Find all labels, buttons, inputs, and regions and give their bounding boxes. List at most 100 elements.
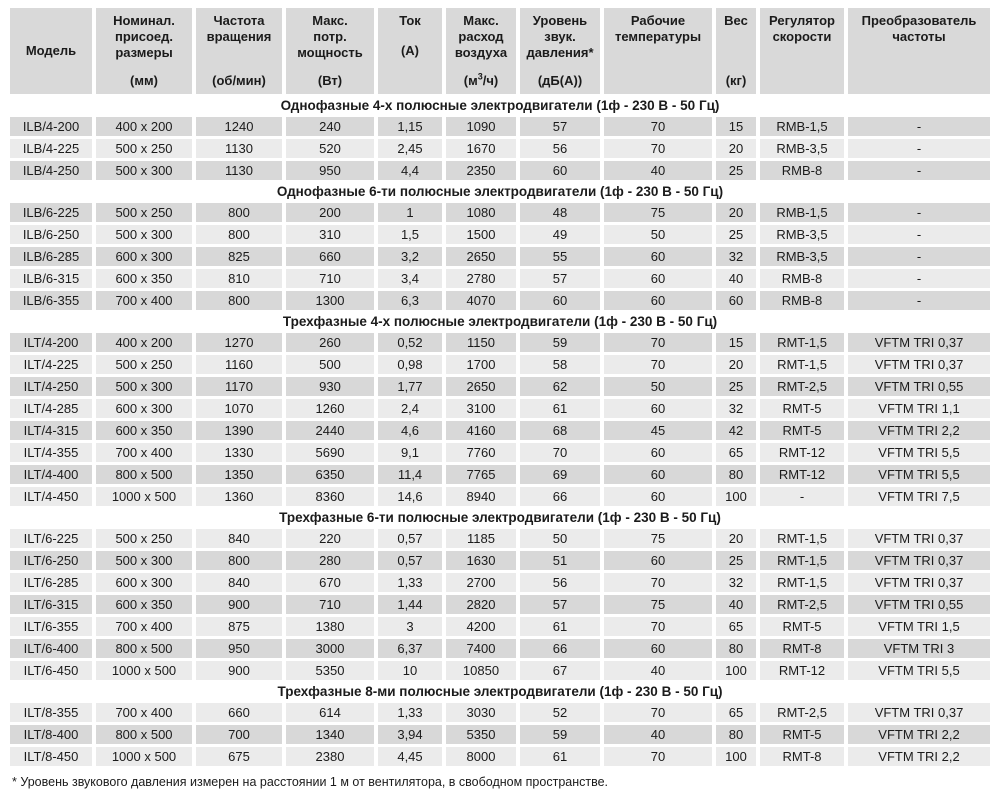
value-cell: 660 <box>286 247 374 266</box>
model-cell: ILB/6-250 <box>10 225 92 244</box>
table-row: ILT/8-355 700 x 400 660 614 1,33 3030 52 70 65 RM… <box>10 703 990 722</box>
value-cell: 1380 <box>286 617 374 636</box>
model-cell: ILB/4-225 <box>10 139 92 158</box>
value-cell: 3100 <box>446 399 516 418</box>
value-cell: 1350 <box>196 465 282 484</box>
value-cell: 60 <box>716 291 756 310</box>
value-cell: VFTM TRI 0,37 <box>848 355 990 374</box>
value-cell: 80 <box>716 639 756 658</box>
value-cell: 2780 <box>446 269 516 288</box>
value-cell: 66 <box>520 487 600 506</box>
table-row: ILT/6-400 800 x 500 950 3000 6,37 7400 66 60 80 R… <box>10 639 990 658</box>
value-cell: 700 x 400 <box>96 291 192 310</box>
value-cell: - <box>848 117 990 136</box>
table-row: ILB/6-225 500 x 250 800 200 1 1080 48 75 20 RMB-1… <box>10 203 990 222</box>
value-cell: 950 <box>196 639 282 658</box>
value-cell: 2440 <box>286 421 374 440</box>
value-cell: 7400 <box>446 639 516 658</box>
table-header-row: Модель Номинал. присоед. размеры (мм) Ча… <box>10 8 990 94</box>
col-header-max-power: Макс. потр. мощность (Вт) <box>286 8 374 94</box>
value-cell: RMT-1,5 <box>760 355 844 374</box>
value-cell: 61 <box>520 399 600 418</box>
value-cell: 25 <box>716 377 756 396</box>
value-cell: 1080 <box>446 203 516 222</box>
value-cell: RMB-3,5 <box>760 225 844 244</box>
value-cell: 6350 <box>286 465 374 484</box>
value-cell: VFTM TRI 0,55 <box>848 595 990 614</box>
table-row: ILT/8-400 800 x 500 700 1340 3,94 5350 59 40 80 R… <box>10 725 990 744</box>
value-cell: 48 <box>520 203 600 222</box>
value-cell: 70 <box>604 747 712 766</box>
value-cell: RMT-12 <box>760 443 844 462</box>
value-cell: 0,57 <box>378 551 442 570</box>
value-cell: 500 x 250 <box>96 139 192 158</box>
value-cell: 500 x 250 <box>96 203 192 222</box>
value-cell: 1630 <box>446 551 516 570</box>
value-cell: RMB-1,5 <box>760 203 844 222</box>
model-cell: ILB/6-315 <box>10 269 92 288</box>
section-title-row: Однофазные 4-х полюсные электродвигатели… <box>10 97 990 114</box>
value-cell: 42 <box>716 421 756 440</box>
value-cell: 0,52 <box>378 333 442 352</box>
value-cell: 20 <box>716 355 756 374</box>
value-cell: 8000 <box>446 747 516 766</box>
model-cell: ILT/8-400 <box>10 725 92 744</box>
model-cell: ILT/6-285 <box>10 573 92 592</box>
value-cell: 60 <box>604 639 712 658</box>
value-cell: 1270 <box>196 333 282 352</box>
value-cell: 500 x 300 <box>96 225 192 244</box>
value-cell: 1300 <box>286 291 374 310</box>
table-row: ILT/6-450 1000 x 500 900 5350 10 10850 67 40 100… <box>10 661 990 680</box>
value-cell: 1340 <box>286 725 374 744</box>
col-header-weight: Вес (кг) <box>716 8 756 94</box>
col-header-speed-controller: Регулятор скорости <box>760 8 844 94</box>
value-cell: 500 <box>286 355 374 374</box>
value-cell: 8360 <box>286 487 374 506</box>
value-cell: 0,57 <box>378 529 442 548</box>
table-row: ILT/6-225 500 x 250 840 220 0,57 1185 50 75 20 RM… <box>10 529 990 548</box>
col-header-nominal-dimensions: Номинал. присоед. размеры (мм) <box>96 8 192 94</box>
value-cell: RMT-12 <box>760 661 844 680</box>
value-cell: 100 <box>716 747 756 766</box>
value-cell: 4160 <box>446 421 516 440</box>
value-cell: 200 <box>286 203 374 222</box>
table-row: ILT/4-200 400 x 200 1270 260 0,52 1150 59 70 15 R… <box>10 333 990 352</box>
value-cell: 59 <box>520 333 600 352</box>
model-cell: ILT/8-355 <box>10 703 92 722</box>
value-cell: VFTM TRI 0,37 <box>848 573 990 592</box>
value-cell: 45 <box>604 421 712 440</box>
value-cell: 4200 <box>446 617 516 636</box>
value-cell: 40 <box>604 725 712 744</box>
section-title-row: Однофазные 6-ти полюсные электродвигател… <box>10 183 990 200</box>
value-cell: 1500 <box>446 225 516 244</box>
model-cell: ILT/4-225 <box>10 355 92 374</box>
value-cell: - <box>848 269 990 288</box>
value-cell: RMT-5 <box>760 421 844 440</box>
table-row: ILT/6-285 600 x 300 840 670 1,33 2700 56 70 32 RM… <box>10 573 990 592</box>
value-cell: 1150 <box>446 333 516 352</box>
col-header-label: Номинал. присоед. размеры <box>113 13 175 60</box>
value-cell: 500 x 300 <box>96 377 192 396</box>
model-cell: ILT/4-200 <box>10 333 92 352</box>
value-cell: 875 <box>196 617 282 636</box>
value-cell: 2820 <box>446 595 516 614</box>
spec-table-body: Однофазные 4-х полюсные электродвигатели… <box>10 97 990 766</box>
value-cell: 710 <box>286 269 374 288</box>
value-cell: 7765 <box>446 465 516 484</box>
value-cell: 66 <box>520 639 600 658</box>
value-cell: 1390 <box>196 421 282 440</box>
value-cell: 2,45 <box>378 139 442 158</box>
value-cell: 60 <box>604 551 712 570</box>
value-cell: 60 <box>604 269 712 288</box>
col-header-label: Частота вращения <box>206 13 272 44</box>
value-cell: 80 <box>716 725 756 744</box>
value-cell: 840 <box>196 573 282 592</box>
value-cell: 1,33 <box>378 573 442 592</box>
value-cell: 400 x 200 <box>96 333 192 352</box>
value-cell: 5690 <box>286 443 374 462</box>
section-title: Трехфазные 4-х полюсные электродвигатели… <box>10 313 990 330</box>
value-cell: 65 <box>716 703 756 722</box>
value-cell: 614 <box>286 703 374 722</box>
value-cell: 700 x 400 <box>96 703 192 722</box>
value-cell: 75 <box>604 595 712 614</box>
